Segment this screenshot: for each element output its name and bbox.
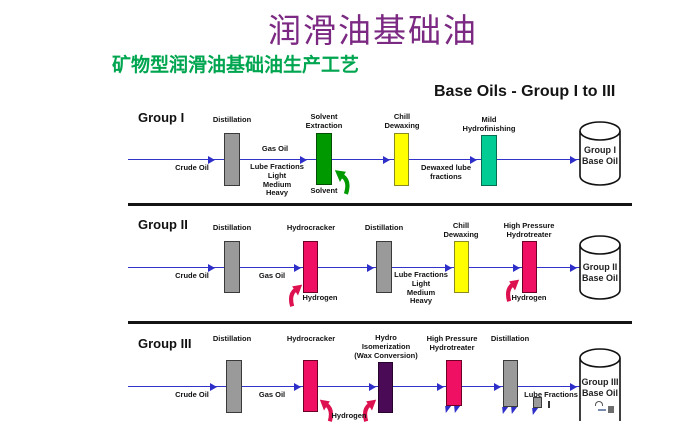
group1-chill-dewaxing-label: Chill Dewaxing: [384, 112, 420, 130]
group1-distillation-label: Distillation: [212, 115, 252, 124]
group2-crude-oil-label: Crude Oil: [175, 271, 209, 280]
group1-crude-oil-label: Crude Oil: [175, 163, 209, 172]
group3-hydro-isomerization-label: Hydro Isomerization (Wax Conversion): [354, 333, 418, 360]
hydrogen-arrow-icon: [505, 278, 520, 303]
group1-label: Group I: [138, 110, 185, 125]
group3-hydrogen-label: Hydrogen: [331, 411, 367, 420]
down-arrow-icon: [508, 407, 518, 414]
flow-arrowhead-icon: [294, 264, 301, 272]
flow-arrowhead-icon: [208, 264, 215, 272]
group3-lube-fractions-column: [533, 397, 542, 408]
group1-gas-oil-label: Gas Oil: [261, 144, 289, 153]
flow-arrowhead-icon: [210, 383, 217, 391]
group1-chill-dewaxing-column: [394, 133, 409, 186]
group2-hp-hydrotreater-label: High Pressure Hydrotreater: [503, 221, 555, 239]
hydrogen-arrow-icon: [288, 283, 303, 308]
group2-chill-dewaxing-column: [454, 241, 469, 293]
group3-crude-oil-label: Crude Oil: [175, 390, 209, 399]
page-title: 润滑油基础油: [268, 11, 478, 50]
group3-flow-line: [128, 386, 580, 388]
group2-distillation1-label: Distillation: [212, 223, 252, 232]
group3-hydrocracker-column: [303, 360, 318, 412]
group3-distillation2-label: Distillation: [490, 334, 530, 343]
flow-arrowhead-icon: [294, 383, 301, 391]
flow-arrowhead-icon: [369, 383, 376, 391]
down-arrow-icon: [451, 406, 461, 413]
flow-arrowhead-icon: [570, 383, 577, 391]
group3-hp-hydrotreater-label: High Pressure Hydrotreater: [426, 334, 478, 352]
group1-solvent-extraction-label: Solvent Extraction: [305, 112, 343, 130]
tick-mark: [548, 401, 550, 408]
flow-arrowhead-icon: [494, 383, 501, 391]
group2-base-oil-tank: [577, 234, 623, 302]
group2-distillation2-column: [376, 241, 392, 293]
down-arrow-icon: [442, 406, 452, 413]
group3-distillation1-label: Distillation: [212, 334, 252, 343]
group2-hp-hydrotreater-column: [522, 241, 537, 293]
flow-arrowhead-icon: [437, 383, 444, 391]
group2-gas-oil-label: Gas Oil: [258, 271, 286, 280]
flow-arrowhead-icon: [570, 156, 577, 164]
solvent-arrow-icon: [334, 168, 351, 196]
group3-gas-oil-label: Gas Oil: [258, 390, 286, 399]
group2-flow-line: [128, 267, 580, 269]
group1-solvent-label: Solvent: [310, 186, 338, 195]
group2-hydrocracker-label: Hydrocracker: [286, 223, 336, 232]
diagram-title: Base Oils - Group I to III: [434, 83, 616, 100]
flow-arrowhead-icon: [445, 264, 452, 272]
group3-label: Group III: [138, 336, 192, 351]
group1-solvent-extraction-column: [316, 133, 332, 185]
group1-lube-fractions-label: Lube Fractions Light Medium Heavy: [250, 162, 304, 198]
hydrogen-arrow-icon: [319, 398, 334, 423]
row-separator: [128, 203, 632, 206]
flow-arrowhead-icon: [513, 264, 520, 272]
group1-mild-hydrofinishing-column: [481, 135, 497, 186]
group2-hydrogen2-label: Hydrogen: [511, 293, 547, 302]
clipped-mark: [598, 409, 606, 411]
flow-arrowhead-icon: [383, 156, 390, 164]
group3-hp-hydrotreater-column: [446, 360, 462, 406]
group1-dewaxed-lube-label: Dewaxed lube fractions: [420, 163, 472, 181]
group2-lube-fractions-label: Lube Fractions Light Medium Heavy: [394, 270, 448, 306]
group2-chill-dewaxing-label: Chill Dewaxing: [443, 221, 479, 239]
group3-lube-fractions-label: Lube Fractions: [524, 390, 578, 399]
group2-tank-label: Group II Base Oil: [581, 262, 619, 283]
flow-arrowhead-icon: [570, 264, 577, 272]
group1-tank-label: Group I Base Oil: [581, 145, 619, 166]
group3-hydrocracker-label: Hydrocracker: [286, 334, 336, 343]
group2-hydrocracker-column: [303, 241, 318, 293]
group3-hydro-isomerization-column: [378, 362, 393, 413]
page-subtitle: 矿物型润滑油基础油生产工艺: [112, 55, 360, 76]
flow-arrowhead-icon: [367, 264, 374, 272]
down-arrow-icon: [499, 407, 509, 414]
group2-hydrogen1-label: Hydrogen: [302, 293, 338, 302]
down-arrow-icon: [529, 408, 539, 415]
flow-arrowhead-icon: [470, 156, 477, 164]
group3-tank-label: Group III Base Oil: [581, 377, 619, 398]
hydrogen-arrow-icon: [362, 398, 377, 423]
group1-base-oil-tank: [577, 120, 623, 188]
group2-distillation1-column: [224, 241, 240, 293]
group3-base-oil-tank: [577, 347, 623, 421]
group3-distillation2-column: [503, 360, 518, 407]
clipped-mark: [608, 406, 614, 413]
flow-arrowhead-icon: [208, 156, 215, 164]
flow-arrowhead-icon: [300, 156, 307, 164]
row-separator: [128, 321, 632, 324]
group2-label: Group II: [138, 217, 188, 232]
group1-distillation-column: [224, 133, 240, 186]
clipped-mark: [595, 401, 603, 406]
group2-distillation2-label: Distillation: [364, 223, 404, 232]
group1-flow-line: [128, 159, 580, 161]
group1-mild-hydrofinishing-label: Mild Hydrofinishing: [462, 115, 516, 133]
group3-distillation1-column: [226, 360, 242, 413]
